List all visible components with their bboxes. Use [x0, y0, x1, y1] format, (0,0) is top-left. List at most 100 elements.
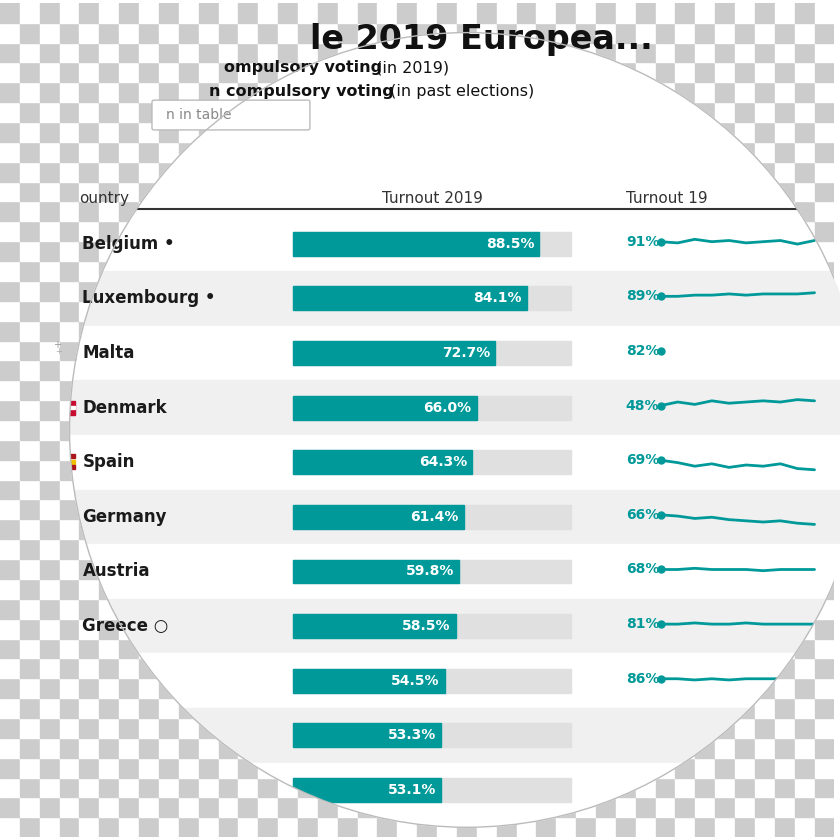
- Bar: [715, 202, 735, 221]
- Bar: [377, 102, 397, 122]
- Bar: [119, 797, 139, 817]
- Bar: [795, 181, 815, 202]
- Bar: [0, 82, 20, 102]
- Bar: [0, 599, 20, 619]
- Bar: [696, 797, 715, 817]
- Bar: [60, 698, 80, 718]
- Text: 59.8%: 59.8%: [406, 564, 454, 579]
- Bar: [278, 400, 298, 420]
- Bar: [556, 539, 576, 559]
- Bar: [20, 281, 39, 301]
- Bar: [298, 519, 318, 539]
- Bar: [576, 797, 596, 817]
- Bar: [417, 340, 437, 360]
- Bar: [239, 241, 258, 261]
- Bar: [655, 778, 675, 797]
- Bar: [437, 202, 457, 221]
- Bar: [655, 440, 675, 459]
- Bar: [258, 797, 278, 817]
- Bar: [0, 797, 20, 817]
- Bar: [537, 659, 556, 678]
- Bar: [239, 102, 258, 122]
- Bar: [318, 758, 338, 778]
- Bar: [0, 480, 20, 500]
- Bar: [68, 237, 75, 250]
- Bar: [576, 420, 596, 440]
- Text: n compulsory voting: n compulsory voting: [208, 84, 393, 99]
- Bar: [556, 579, 576, 599]
- Bar: [60, 340, 80, 360]
- Bar: [556, 638, 576, 659]
- Bar: [218, 698, 239, 718]
- Bar: [477, 738, 496, 758]
- Bar: [715, 420, 735, 440]
- Bar: [377, 619, 397, 638]
- Bar: [774, 539, 795, 559]
- Bar: [477, 519, 496, 539]
- Bar: [0, 102, 20, 122]
- Bar: [537, 360, 556, 381]
- Bar: [318, 420, 338, 440]
- Bar: [377, 400, 397, 420]
- Bar: [318, 43, 338, 62]
- Bar: [298, 202, 318, 221]
- Bar: [517, 62, 537, 82]
- Bar: [397, 340, 417, 360]
- Bar: [139, 619, 159, 638]
- Bar: [795, 3, 815, 23]
- Bar: [715, 43, 735, 62]
- Bar: [795, 778, 815, 797]
- Bar: [477, 440, 496, 459]
- Bar: [99, 659, 119, 678]
- Bar: [417, 261, 437, 281]
- Bar: [696, 500, 715, 519]
- Bar: [537, 678, 556, 698]
- Bar: [417, 817, 437, 837]
- Bar: [517, 321, 537, 340]
- Bar: [218, 459, 239, 480]
- Bar: [60, 817, 80, 837]
- Bar: [298, 459, 318, 480]
- Bar: [298, 539, 318, 559]
- Bar: [318, 459, 338, 480]
- Bar: [239, 459, 258, 480]
- Bar: [795, 162, 815, 181]
- Bar: [735, 817, 755, 837]
- Bar: [0, 340, 20, 360]
- Bar: [755, 659, 774, 678]
- Bar: [218, 221, 239, 241]
- Bar: [556, 3, 576, 23]
- Bar: [80, 678, 99, 698]
- Bar: [696, 420, 715, 440]
- Bar: [457, 559, 477, 579]
- Bar: [338, 102, 358, 122]
- Bar: [636, 480, 655, 500]
- Bar: [457, 678, 477, 698]
- Bar: [278, 82, 298, 102]
- Bar: [397, 638, 417, 659]
- Bar: [377, 420, 397, 440]
- Bar: [457, 261, 477, 281]
- Bar: [576, 579, 596, 599]
- Bar: [20, 221, 39, 241]
- Bar: [0, 539, 20, 559]
- Bar: [457, 778, 477, 797]
- Bar: [258, 221, 278, 241]
- Bar: [139, 43, 159, 62]
- Text: Turnout 2019: Turnout 2019: [381, 191, 482, 206]
- Bar: [517, 400, 537, 420]
- Bar: [377, 758, 397, 778]
- Bar: [696, 559, 715, 579]
- Bar: [159, 459, 179, 480]
- Bar: [99, 500, 119, 519]
- Bar: [537, 102, 556, 122]
- Bar: [258, 122, 278, 142]
- Bar: [20, 519, 39, 539]
- Bar: [417, 181, 437, 202]
- Bar: [20, 738, 39, 758]
- Bar: [437, 23, 457, 43]
- Bar: [596, 638, 616, 659]
- Bar: [119, 459, 139, 480]
- Bar: [675, 500, 696, 519]
- Bar: [397, 678, 417, 698]
